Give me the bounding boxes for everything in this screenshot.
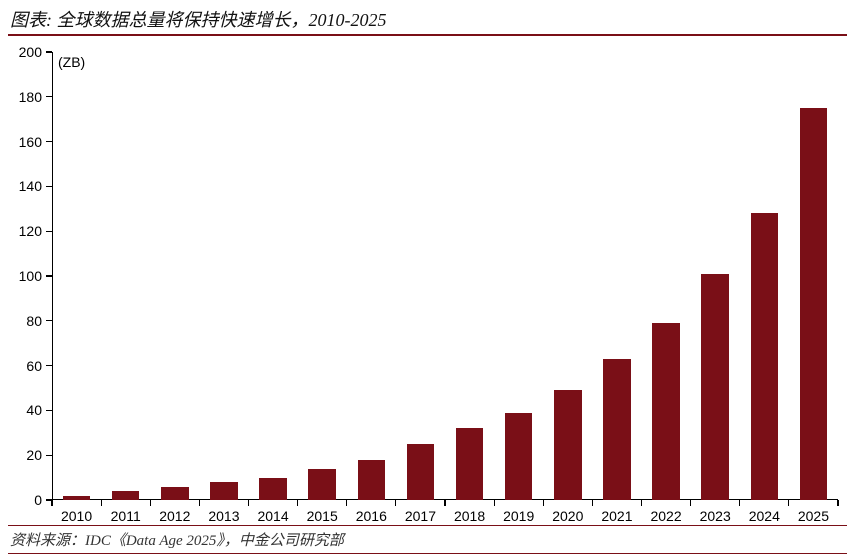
bar <box>210 482 238 500</box>
y-tick <box>46 141 52 142</box>
bar <box>701 274 729 500</box>
x-tick <box>444 500 445 506</box>
bar <box>259 478 287 500</box>
bar <box>161 487 189 500</box>
x-tick-label: 2017 <box>405 508 436 524</box>
x-tick-label: 2015 <box>307 508 338 524</box>
x-tick-label: 2014 <box>257 508 288 524</box>
y-tick-label: 160 <box>19 134 42 150</box>
y-tick <box>46 186 52 187</box>
x-tick <box>739 500 740 506</box>
bar <box>603 359 631 500</box>
y-tick <box>46 96 52 97</box>
bar <box>652 323 680 500</box>
x-tick-label: 2020 <box>552 508 583 524</box>
source-divider-top <box>8 525 847 527</box>
bar <box>800 108 828 500</box>
source-prefix: 资料来源： <box>10 533 85 549</box>
figure-container: 图表: 全球数据总量将保持快速增长，2010-2025 (ZB) 0204060… <box>0 0 855 558</box>
x-tick <box>690 500 691 506</box>
title-underline <box>8 34 847 36</box>
x-tick-label: 2010 <box>61 508 92 524</box>
x-tick <box>395 500 396 506</box>
source-row: 资料来源：IDC《Data Age 2025》，中金公司研究部 <box>10 529 344 550</box>
bar <box>505 413 533 500</box>
x-tick-label: 2016 <box>356 508 387 524</box>
bar <box>358 460 386 500</box>
x-tick <box>543 500 544 506</box>
x-tick <box>199 500 200 506</box>
y-tick <box>46 275 52 276</box>
y-tick <box>46 231 52 232</box>
x-tick-label: 2011 <box>111 508 141 524</box>
y-axis-line <box>52 52 53 500</box>
bar-chart-plot: (ZB) 02040608010012014016018020020102011… <box>52 52 838 500</box>
x-tick-label: 2018 <box>454 508 485 524</box>
y-tick-label: 180 <box>19 89 42 105</box>
y-tick <box>46 320 52 321</box>
y-tick-label: 100 <box>19 268 42 284</box>
y-tick-label: 200 <box>19 44 42 60</box>
y-axis-unit-label: (ZB) <box>58 54 85 70</box>
x-tick <box>150 500 151 506</box>
x-tick-label: 2013 <box>208 508 239 524</box>
x-tick <box>297 500 298 506</box>
x-tick-label: 2022 <box>650 508 681 524</box>
y-tick-label: 0 <box>34 492 42 508</box>
x-tick-label: 2023 <box>700 508 731 524</box>
x-tick <box>51 500 52 506</box>
bar <box>554 390 582 500</box>
source-text: IDC《Data Age 2025》，中金公司研究部 <box>85 533 344 549</box>
bar <box>456 428 484 500</box>
x-tick <box>837 500 838 506</box>
y-tick-label: 60 <box>26 358 42 374</box>
x-tick <box>592 500 593 506</box>
y-tick <box>46 51 52 52</box>
title-prefix: 图表: <box>10 10 57 30</box>
y-tick <box>46 365 52 366</box>
chart-title: 全球数据总量将保持快速增长，2010-2025 <box>57 10 387 30</box>
bar <box>407 444 435 500</box>
x-tick <box>641 500 642 506</box>
bar <box>112 491 140 500</box>
x-tick <box>101 500 102 506</box>
y-tick <box>46 455 52 456</box>
y-tick-label: 80 <box>26 313 42 329</box>
x-tick <box>494 500 495 506</box>
x-tick-label: 2021 <box>601 508 632 524</box>
bar <box>308 469 336 500</box>
y-tick-label: 40 <box>26 402 42 418</box>
x-tick <box>346 500 347 506</box>
bar <box>751 213 779 500</box>
x-tick <box>248 500 249 506</box>
x-tick <box>788 500 789 506</box>
y-tick-label: 120 <box>19 223 42 239</box>
x-tick-label: 2024 <box>749 508 780 524</box>
source-divider-bottom <box>8 553 847 555</box>
y-tick-label: 20 <box>26 447 42 463</box>
x-tick-label: 2012 <box>159 508 190 524</box>
y-tick-label: 140 <box>19 178 42 194</box>
bar <box>63 496 91 500</box>
x-tick-label: 2025 <box>798 508 829 524</box>
y-tick <box>46 410 52 411</box>
x-tick-label: 2019 <box>503 508 534 524</box>
